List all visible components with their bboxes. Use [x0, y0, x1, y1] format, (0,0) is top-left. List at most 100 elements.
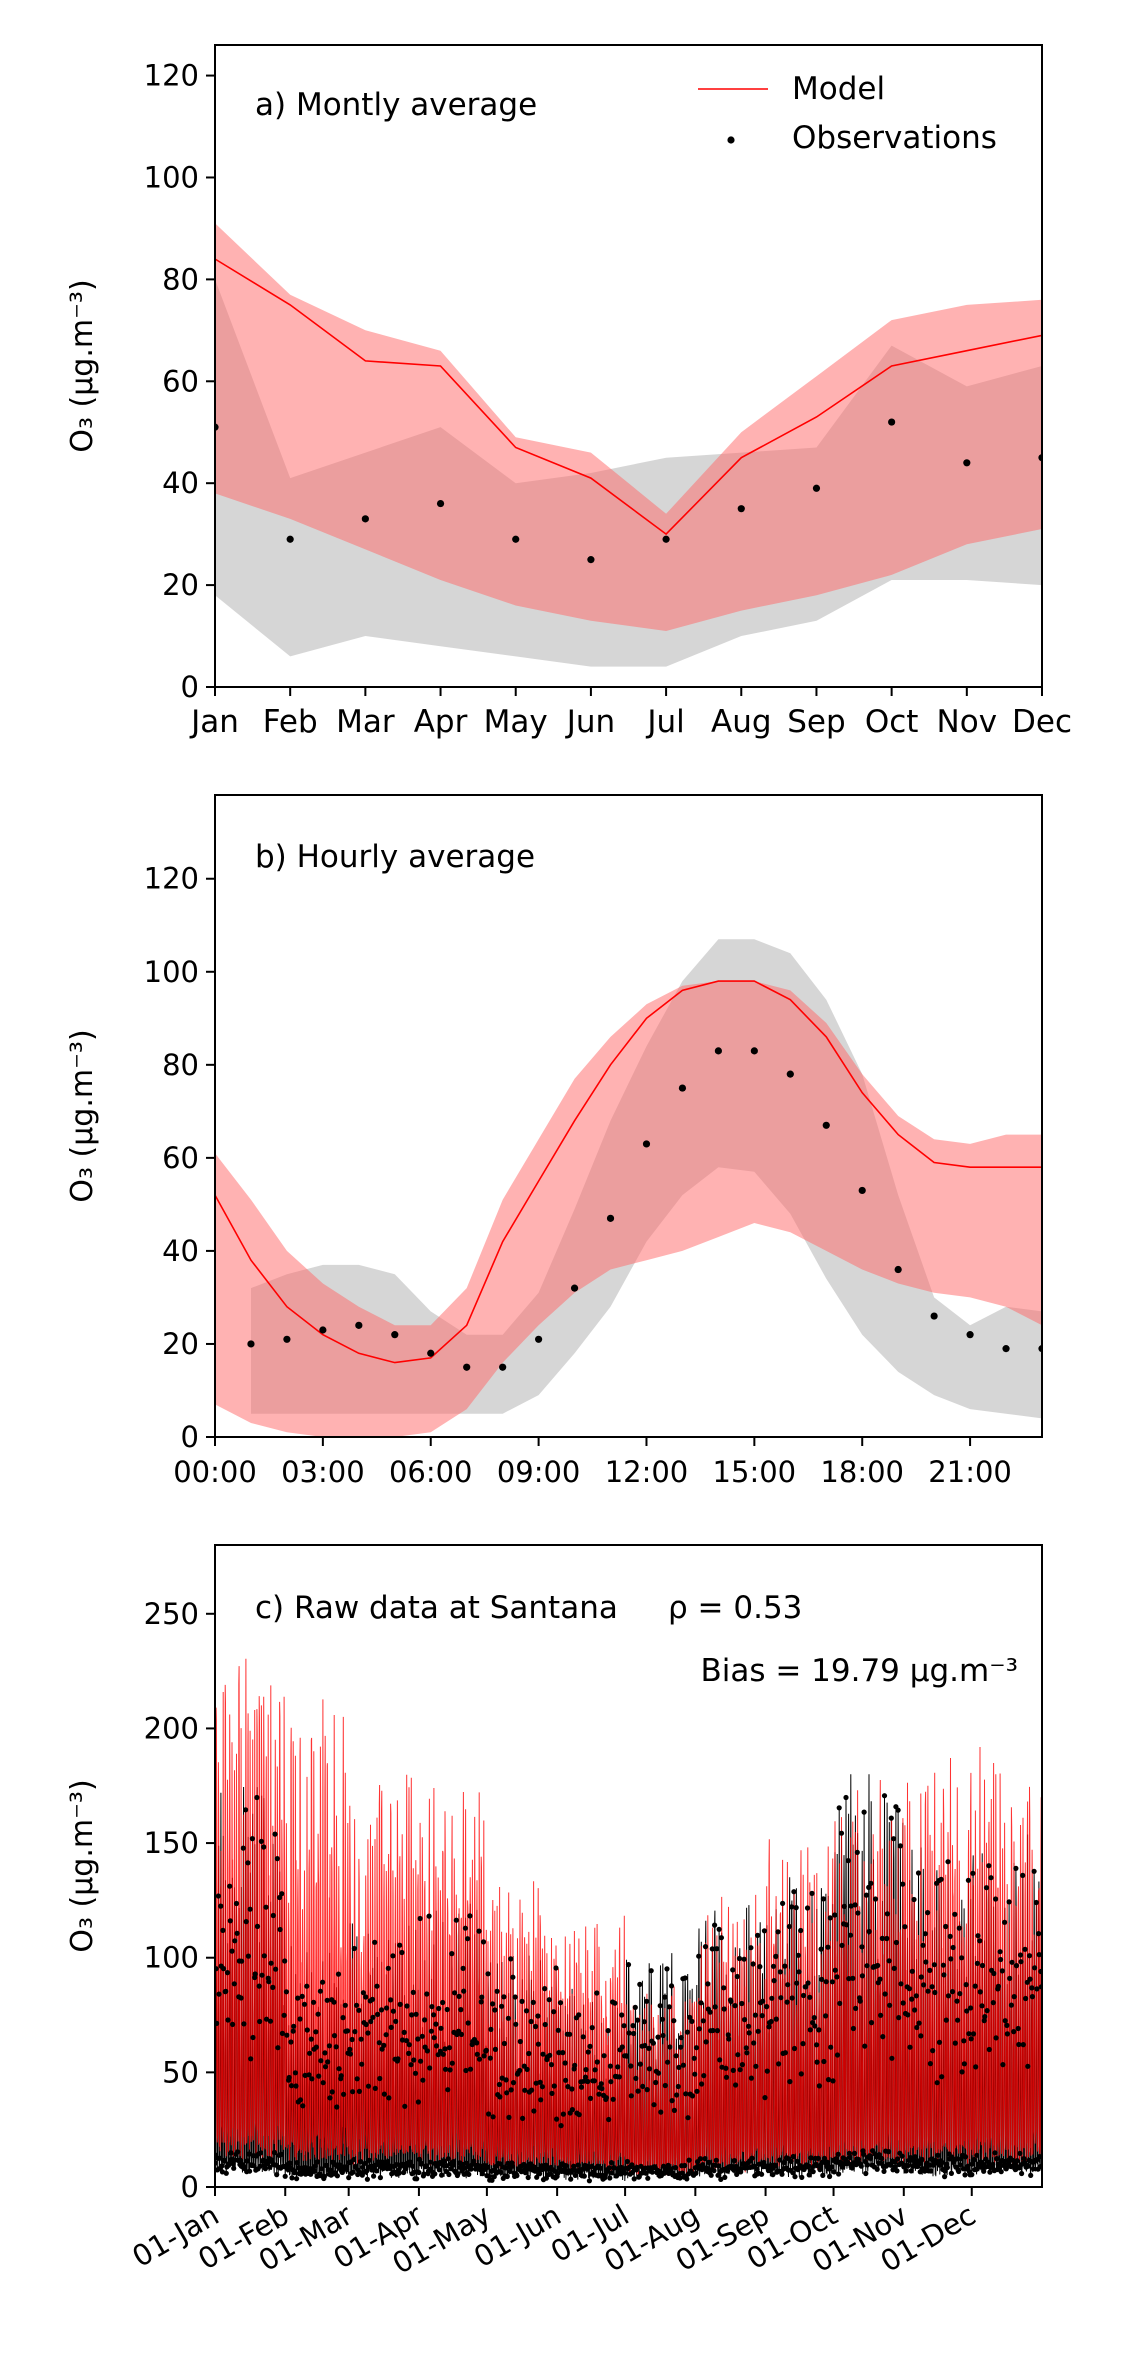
observation-point — [555, 2170, 561, 2176]
observation-point — [605, 2028, 611, 2034]
observation-point — [863, 1892, 870, 1898]
observation-point — [463, 1363, 471, 1371]
observation-point — [786, 1923, 793, 1930]
observation-point — [832, 1912, 838, 1918]
observation-point — [458, 2007, 464, 2013]
observation-point — [333, 2044, 339, 2050]
observation-point — [414, 2176, 420, 2182]
observation-point — [624, 2158, 631, 2165]
observation-point — [908, 2168, 914, 2174]
observation-point — [669, 2098, 675, 2104]
observation-point — [820, 2172, 826, 2178]
observation-point — [988, 1875, 994, 1881]
observation-point — [966, 2031, 972, 2037]
observation-point — [710, 2027, 716, 2034]
observation-point — [738, 2166, 744, 2172]
observation-point — [633, 2075, 639, 2081]
observation-point — [447, 2067, 453, 2073]
observation-point — [680, 2062, 687, 2068]
observation-point — [930, 2048, 936, 2054]
observation-point — [299, 1993, 305, 1999]
y-tick-label: 80 — [162, 262, 199, 296]
observation-point — [224, 1970, 231, 1976]
observation-point — [959, 1955, 965, 1961]
observation-point — [789, 1995, 795, 2001]
observation-point — [306, 2072, 312, 2078]
observation-point — [506, 2114, 512, 2120]
observation-point — [975, 1933, 981, 1939]
observation-point — [997, 1949, 1003, 1955]
legend-model-label: Model — [792, 71, 885, 107]
legend-observations-label: Observations — [792, 120, 997, 156]
observation-point — [542, 2021, 548, 2028]
observation-point — [814, 2059, 820, 2065]
observation-point — [1021, 2156, 1027, 2162]
observation-point — [703, 2039, 709, 2045]
observation-point — [1031, 1868, 1037, 1874]
observation-point — [335, 1971, 342, 1977]
x-tick-label: Jul — [645, 704, 684, 740]
observation-point — [726, 2036, 732, 2042]
observation-point — [383, 2032, 389, 2038]
observation-point — [1020, 1872, 1026, 1878]
observation-point — [560, 2111, 567, 2117]
observation-point — [283, 1989, 289, 1995]
observation-point — [406, 2042, 412, 2048]
observation-point — [260, 2157, 266, 2163]
observation-point — [921, 1982, 927, 1988]
observation-point — [286, 535, 294, 543]
observation-point — [471, 2158, 477, 2164]
observation-point — [468, 2166, 474, 2172]
observation-point — [772, 2163, 778, 2169]
observation-point — [1002, 2018, 1008, 2024]
observation-point — [338, 2073, 344, 2079]
observation-point — [930, 1312, 938, 1320]
observation-point — [735, 2052, 741, 2058]
observation-point — [334, 2173, 340, 2179]
observation-point — [415, 2099, 421, 2105]
observation-point — [402, 2103, 408, 2109]
observation-point — [228, 2156, 234, 2163]
observation-point — [509, 2163, 515, 2169]
observation-point — [386, 2095, 392, 2101]
observation-point — [568, 2176, 574, 2182]
observation-point — [281, 2012, 287, 2018]
observation-point — [905, 2012, 911, 2018]
observation-point — [721, 2006, 727, 2012]
observation-point — [932, 1989, 938, 1996]
observation-point — [795, 1952, 802, 1958]
observation-point — [752, 2012, 759, 2018]
observation-point — [218, 1903, 224, 1909]
observation-point — [365, 2083, 372, 2089]
observation-point — [913, 1993, 919, 1999]
observation-point — [987, 2169, 993, 2175]
observation-point — [486, 2111, 492, 2117]
observation-point — [479, 1994, 485, 2000]
observation-point — [698, 2000, 704, 2006]
observation-point — [760, 1998, 766, 2004]
observation-point — [424, 1991, 430, 1997]
observation-point — [755, 2028, 761, 2034]
observation-point — [746, 2023, 752, 2029]
y-tick-label: 40 — [162, 466, 199, 500]
observation-point — [918, 2033, 924, 2039]
observation-point — [759, 2171, 765, 2177]
observation-point — [563, 2077, 569, 2083]
observation-point — [283, 1335, 291, 1343]
observation-point — [419, 2033, 425, 2039]
observation-point — [446, 2171, 452, 2178]
observation-point — [592, 2067, 598, 2073]
observation-point — [848, 1903, 854, 1909]
observation-point — [931, 1962, 938, 1968]
observation-point — [874, 2166, 880, 2172]
observation-point — [974, 1960, 981, 1966]
observation-point — [417, 1915, 423, 1922]
observation-point — [360, 2164, 366, 2170]
observation-point — [732, 2003, 738, 2009]
observation-point — [858, 2163, 864, 2169]
observation-point — [535, 2041, 542, 2047]
observation-point — [682, 1975, 688, 1981]
observation-point — [587, 2095, 594, 2101]
observation-point — [463, 2160, 470, 2166]
observation-point — [603, 2095, 610, 2101]
